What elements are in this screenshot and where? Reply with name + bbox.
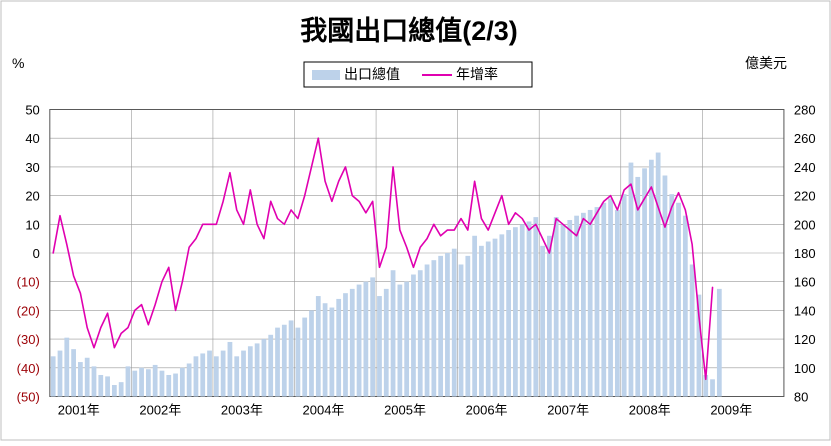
- svg-text:260: 260: [794, 131, 816, 146]
- svg-text:(10): (10): [17, 275, 40, 290]
- svg-text:40: 40: [25, 131, 39, 146]
- svg-text:%: %: [12, 55, 24, 71]
- svg-text:280: 280: [794, 103, 816, 118]
- svg-text:我國出口總值(2/3): 我國出口總值(2/3): [300, 15, 518, 46]
- svg-text:(20): (20): [17, 303, 40, 318]
- svg-text:2006年: 2006年: [466, 403, 508, 418]
- svg-text:2007年: 2007年: [547, 403, 589, 418]
- svg-text:240: 240: [794, 160, 816, 175]
- svg-text:100: 100: [794, 361, 816, 376]
- svg-text:30: 30: [25, 160, 39, 175]
- svg-text:2003年: 2003年: [221, 403, 263, 418]
- svg-text:出口總值: 出口總值: [344, 66, 400, 82]
- svg-text:120: 120: [794, 332, 816, 347]
- svg-text:140: 140: [794, 303, 816, 318]
- svg-text:2004年: 2004年: [303, 403, 345, 418]
- svg-text:0: 0: [33, 246, 40, 261]
- svg-text:2001年: 2001年: [58, 403, 100, 418]
- svg-text:50: 50: [25, 103, 39, 118]
- svg-text:180: 180: [794, 246, 816, 261]
- svg-text:2008年: 2008年: [629, 403, 671, 418]
- svg-text:10: 10: [25, 217, 39, 232]
- svg-text:年增率: 年增率: [456, 66, 498, 82]
- svg-text:220: 220: [794, 189, 816, 204]
- svg-text:80: 80: [794, 390, 808, 405]
- svg-text:200: 200: [794, 217, 816, 232]
- svg-text:億美元: 億美元: [745, 55, 787, 71]
- svg-text:2002年: 2002年: [139, 403, 181, 418]
- svg-text:(50): (50): [17, 390, 40, 405]
- svg-text:160: 160: [794, 275, 816, 290]
- svg-text:2009年: 2009年: [710, 403, 752, 418]
- svg-text:20: 20: [25, 189, 39, 204]
- svg-text:2005年: 2005年: [384, 403, 426, 418]
- svg-text:(30): (30): [17, 332, 40, 347]
- svg-text:(40): (40): [17, 361, 40, 376]
